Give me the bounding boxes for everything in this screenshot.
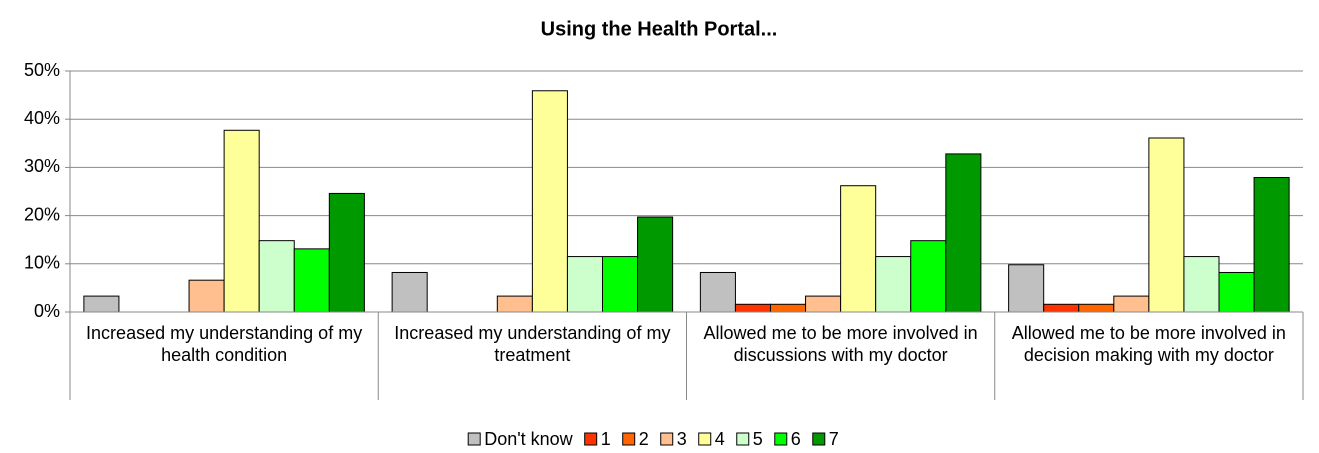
bar [699,271,736,313]
bar [496,295,533,313]
bar [531,90,568,313]
bar [188,279,225,313]
bar [1148,137,1185,313]
legend-label: 7 [829,429,839,449]
legend-label: 6 [791,429,801,449]
bar [391,271,428,313]
bar [1183,256,1220,313]
legend-label: 2 [639,429,649,449]
y-tick-label: 0% [34,301,60,321]
bar [1113,295,1150,313]
y-tick-label: 40% [24,108,60,128]
legend-label: 5 [753,429,763,449]
legend-swatch [774,432,788,446]
legend-swatch [736,432,750,446]
bar [734,303,771,313]
x-tick-label: Increased my understanding of my health … [86,323,363,365]
bar [840,185,877,313]
bar [1043,303,1080,313]
legend-label: 1 [601,429,611,449]
bar [1008,264,1045,313]
x-tick-label: Increased my understanding of my treatme… [394,323,671,365]
bar [293,248,330,313]
bar [223,129,260,313]
y-tick-label: 10% [24,253,60,273]
bar [769,303,807,313]
legend-swatch [622,432,636,446]
bar [910,240,947,313]
bar [945,153,982,313]
bar [875,256,912,313]
legend-label: 4 [715,429,725,449]
x-tick-label: Allowed me to be more involved in decisi… [1011,323,1286,365]
chart-title: Using the Health Portal... [541,18,778,40]
bar [83,295,120,313]
bar [1253,177,1290,313]
legend-label: Don't know [484,429,573,449]
bar [1218,271,1255,313]
bar [566,256,604,313]
bar [602,256,639,313]
y-tick-label: 50% [24,60,60,80]
bar [805,295,842,313]
bar [637,216,674,313]
legend-swatch [698,432,712,446]
legend-swatch [660,432,674,446]
bar [1078,303,1115,313]
legend-swatch [467,432,481,446]
y-tick-label: 30% [24,156,60,176]
legend-swatch [812,432,826,446]
legend-swatch [584,432,598,446]
y-tick-label: 20% [24,204,60,224]
x-tick-label: Allowed me to be more involved in discus… [703,323,978,365]
legend-label: 3 [677,429,687,449]
bar [328,192,365,313]
bar [258,240,295,313]
